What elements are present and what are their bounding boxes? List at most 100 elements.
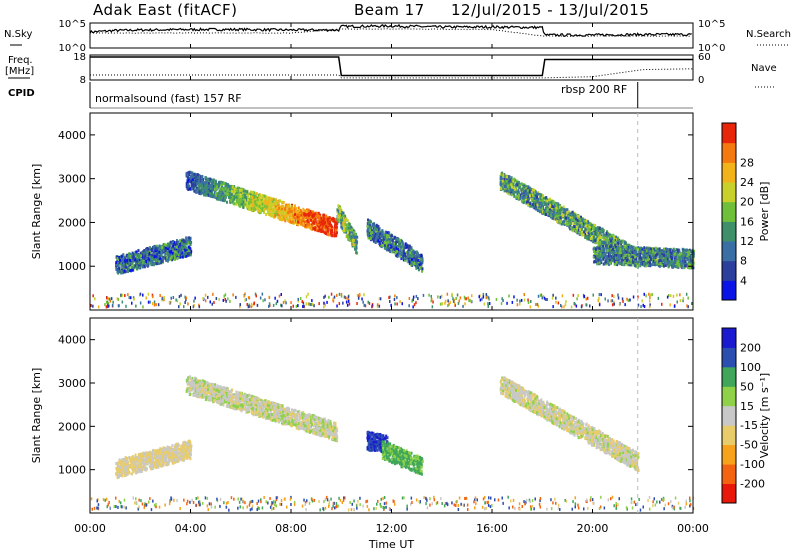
power-point (594, 223, 597, 227)
power-point (328, 227, 331, 231)
power-point (283, 212, 286, 215)
power-point (537, 200, 540, 204)
power-point (147, 247, 150, 251)
power-point (391, 234, 394, 238)
power-point (265, 205, 268, 209)
power-point (539, 197, 542, 200)
power-point (247, 198, 249, 202)
power-point (513, 194, 516, 198)
power-point (565, 216, 567, 220)
power-point (146, 263, 148, 267)
power-point (175, 245, 178, 249)
power-point (324, 228, 327, 232)
power-point (307, 221, 310, 224)
power-point (135, 250, 138, 254)
power-point (177, 253, 180, 257)
power-point (410, 260, 413, 264)
power-point (389, 247, 392, 250)
power-point (258, 202, 260, 206)
power-point (263, 194, 266, 198)
power-point (587, 227, 589, 231)
power-point (129, 259, 132, 262)
power-point (237, 192, 240, 196)
power-point (236, 191, 238, 195)
power-point (407, 251, 410, 255)
power-point (599, 237, 601, 241)
power-point (517, 189, 520, 193)
power-point (528, 197, 531, 200)
power-point (538, 209, 541, 213)
power-point (273, 206, 276, 210)
power-point (521, 190, 524, 194)
power-point (576, 230, 579, 234)
power-point (373, 225, 376, 229)
power-point (334, 225, 337, 229)
power-point (600, 236, 602, 239)
power-point (368, 230, 371, 234)
power-point (533, 201, 535, 205)
power-point (140, 254, 142, 258)
power-point (407, 244, 410, 248)
power-point (209, 193, 212, 197)
power-point (184, 248, 187, 252)
power-point (281, 204, 284, 208)
power-point (342, 211, 345, 215)
power-point (138, 263, 141, 267)
power-point (115, 268, 118, 271)
power-point (235, 200, 238, 204)
power-point (306, 219, 309, 223)
power-point (371, 234, 374, 238)
power-point (396, 244, 399, 248)
power-point (508, 192, 511, 195)
power-point (122, 270, 125, 274)
power-point (321, 221, 324, 225)
power-point (597, 234, 600, 238)
power-point (203, 187, 205, 190)
power-point (518, 193, 520, 197)
power-point (593, 233, 596, 237)
power-point (144, 252, 147, 256)
nsearch-label: N.Search (746, 29, 792, 40)
power-point (274, 214, 277, 218)
power-point (389, 242, 392, 246)
power-point (179, 250, 182, 254)
power-point (519, 194, 522, 198)
power-point (196, 181, 199, 185)
power-point (510, 191, 512, 195)
power-point (228, 195, 230, 199)
power-point (194, 184, 197, 188)
power-point (185, 246, 188, 250)
power-point (564, 211, 567, 215)
power-point (209, 177, 212, 181)
power-point (171, 258, 173, 262)
power-point (146, 255, 149, 259)
power-point (133, 264, 136, 268)
power-point (190, 184, 193, 188)
power-point (212, 195, 215, 199)
power-point (580, 233, 583, 237)
power-point (403, 246, 406, 250)
power-point (228, 184, 230, 188)
power-point (193, 179, 196, 183)
power-point (551, 206, 554, 210)
power-point (533, 188, 536, 192)
power-point (352, 243, 355, 246)
power-point (533, 206, 536, 210)
power-point (563, 214, 566, 218)
power-point (318, 217, 321, 221)
power-point (250, 203, 253, 206)
power-point (189, 253, 192, 257)
power-point (572, 222, 575, 225)
power-point (336, 208, 339, 212)
power-point (164, 252, 167, 256)
power-point (569, 223, 572, 227)
power-point (369, 224, 372, 228)
power-point (151, 260, 154, 264)
power-point (201, 184, 204, 188)
power-point (304, 224, 307, 228)
power-point (380, 235, 383, 239)
power-point (257, 193, 260, 197)
power-point (216, 187, 219, 191)
power-point (353, 231, 356, 235)
power-point (242, 205, 245, 209)
